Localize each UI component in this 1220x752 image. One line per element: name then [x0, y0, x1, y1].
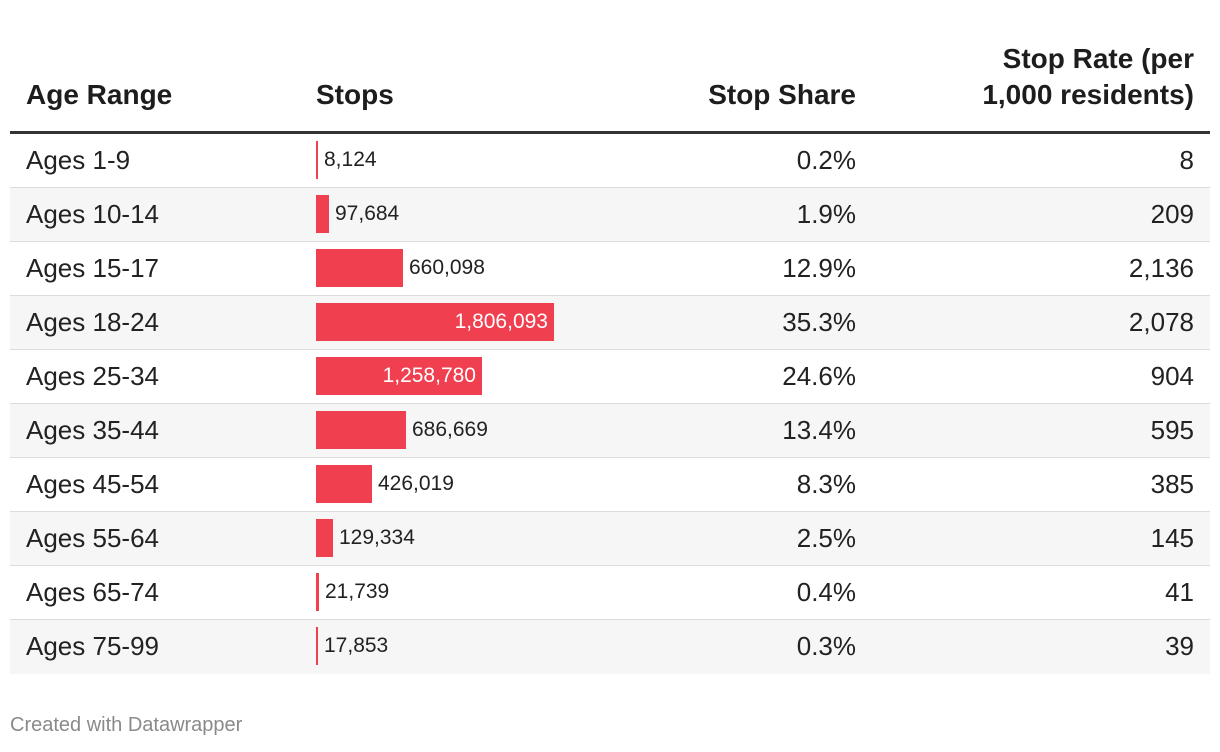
cell-stop-rate: 145	[1150, 523, 1194, 553]
cell-stops: 129,334	[316, 519, 876, 557]
header-stop-rate-line2: 1,000 residents)	[982, 79, 1194, 110]
cell-stop-rate: 2,078	[1128, 307, 1194, 337]
stops-value-label: 686,669	[412, 418, 488, 441]
cell-stops: 660,098	[316, 249, 876, 287]
header-stop-share[interactable]: Stop Share	[708, 79, 856, 110]
table-row: Ages 25-34 1,258,780 24.6% 904	[10, 350, 1210, 404]
cell-stops: 686,669	[316, 411, 876, 449]
cell-age-range: Ages 18-24	[26, 307, 159, 337]
cell-stops: 426,019	[316, 465, 876, 503]
cell-age-range: Ages 25-34	[26, 361, 159, 391]
cell-stop-rate: 904	[1150, 361, 1194, 391]
cell-stop-rate: 209	[1150, 199, 1194, 229]
cell-age-range: Ages 75-99	[26, 631, 159, 661]
stops-bar	[316, 411, 406, 449]
cell-stop-rate: 595	[1150, 415, 1194, 445]
table-row: Ages 65-74 21,739 0.4% 41	[10, 566, 1210, 620]
cell-stop-share: 0.3%	[796, 631, 856, 661]
table-row: Ages 45-54 426,019 8.3% 385	[10, 458, 1210, 512]
cell-stop-share: 24.6%	[782, 361, 856, 391]
cell-stop-share: 1.9%	[796, 199, 856, 229]
cell-age-range: Ages 10-14	[26, 199, 159, 229]
cell-stop-rate: 39	[1165, 631, 1194, 661]
stops-bar	[316, 357, 482, 395]
cell-age-range: Ages 45-54	[26, 469, 159, 499]
table-body: Ages 1-9 8,124 0.2% 8 Ages 10-14 97,684 1.9% 20…	[10, 134, 1210, 674]
stops-value-label: 97,684	[335, 202, 400, 225]
footer-credit[interactable]: Created with Datawrapper	[10, 714, 243, 736]
cell-stop-share: 13.4%	[782, 415, 856, 445]
cell-stop-rate: 41	[1165, 577, 1194, 607]
cell-stops: 1,258,780	[316, 357, 876, 395]
cell-stops: 21,739	[316, 573, 876, 611]
stops-bar	[316, 465, 372, 503]
table-row: Ages 1-9 8,124 0.2% 8	[10, 134, 1210, 188]
stops-value-label: 8,124	[324, 148, 377, 171]
table-row: Ages 55-64 129,334 2.5% 145	[10, 512, 1210, 566]
table-row: Ages 18-24 1,806,093 35.3% 2,078	[10, 296, 1210, 350]
header-stops[interactable]: Stops	[316, 79, 394, 110]
stops-value-label: 426,019	[378, 472, 454, 495]
data-table: Age Range Stops Stop Share Stop Rate (pe…	[10, 40, 1210, 674]
cell-stop-share: 0.4%	[796, 577, 856, 607]
cell-stop-rate: 8	[1179, 145, 1194, 175]
stops-bar	[316, 519, 333, 557]
stops-value-label: 1,258,780	[382, 364, 476, 387]
cell-stops: 8,124	[316, 141, 876, 179]
stops-value-label: 1,806,093	[454, 310, 548, 333]
stops-value-label: 660,098	[409, 256, 485, 279]
header-stop-rate[interactable]: Stop Rate (per 1,000 residents)	[934, 41, 1194, 113]
stops-bar	[316, 627, 318, 665]
header-stop-rate-line1: Stop Rate (per	[1002, 43, 1194, 74]
stops-value-label: 17,853	[324, 634, 389, 657]
cell-stop-share: 35.3%	[782, 307, 856, 337]
table-header: Age Range Stops Stop Share Stop Rate (pe…	[10, 40, 1210, 134]
cell-stops: 1,806,093	[316, 303, 876, 341]
table-row: Ages 10-14 97,684 1.9% 209	[10, 188, 1210, 242]
cell-stop-rate: 2,136	[1128, 253, 1194, 283]
table-row: Ages 35-44 686,669 13.4% 595	[10, 404, 1210, 458]
table-row: Ages 15-17 660,098 12.9% 2,136	[10, 242, 1210, 296]
stops-bar	[316, 303, 554, 341]
cell-age-range: Ages 55-64	[26, 523, 159, 553]
cell-stop-rate: 385	[1150, 469, 1194, 499]
cell-stops: 17,853	[316, 627, 876, 665]
cell-stop-share: 12.9%	[782, 253, 856, 283]
header-age-range[interactable]: Age Range	[26, 79, 173, 110]
cell-age-range: Ages 35-44	[26, 415, 159, 445]
cell-stops: 97,684	[316, 195, 876, 233]
cell-stop-share: 2.5%	[796, 523, 856, 553]
stops-bar	[316, 573, 319, 611]
cell-stop-share: 8.3%	[796, 469, 856, 499]
stops-bar	[316, 195, 329, 233]
cell-age-range: Ages 1-9	[26, 145, 131, 175]
cell-age-range: Ages 15-17	[26, 253, 159, 283]
stops-bar	[316, 141, 318, 179]
cell-age-range: Ages 65-74	[26, 577, 159, 607]
stops-value-label: 21,739	[325, 580, 390, 603]
stops-bar	[316, 249, 403, 287]
stops-value-label: 129,334	[339, 526, 415, 549]
table-row: Ages 75-99 17,853 0.3% 39	[10, 620, 1210, 674]
cell-stop-share: 0.2%	[796, 145, 856, 175]
